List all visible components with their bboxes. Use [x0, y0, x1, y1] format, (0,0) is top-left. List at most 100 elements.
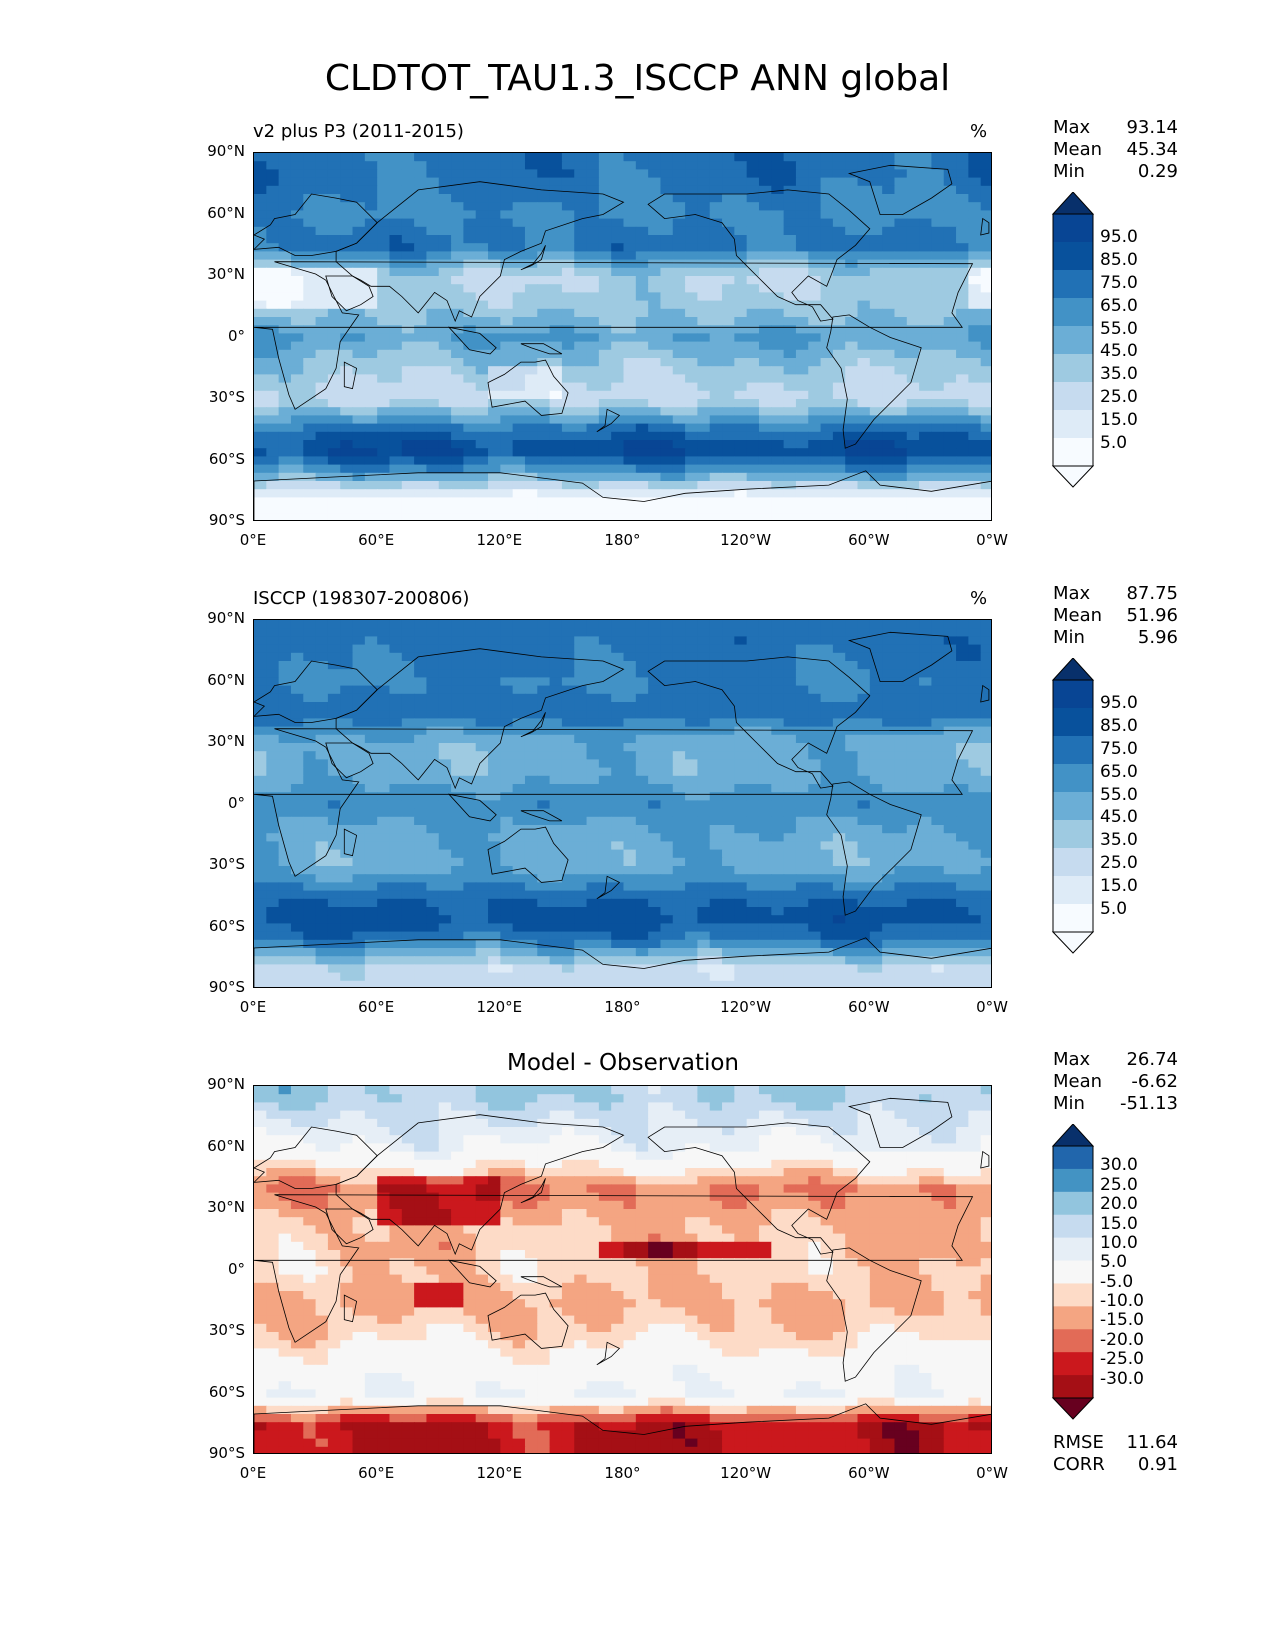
heatmap-cell	[931, 669, 945, 678]
heatmap-cell	[463, 284, 477, 293]
heatmap-cell	[919, 636, 933, 646]
heatmap-cell	[574, 874, 588, 883]
heatmap-cell	[611, 431, 625, 441]
heatmap-cell	[635, 284, 649, 293]
heatmap-cell	[451, 734, 464, 744]
heatmap-cell	[648, 816, 662, 826]
heatmap-cell	[980, 620, 991, 629]
heatmap-cell	[500, 177, 514, 187]
heatmap-cell	[364, 218, 378, 228]
heatmap-cell	[438, 374, 452, 384]
heatmap-cell	[488, 882, 501, 892]
heatmap-cell	[586, 808, 600, 818]
heatmap-cell	[463, 726, 477, 736]
heatmap-cell	[894, 792, 908, 801]
heatmap-cell	[488, 775, 501, 785]
heatmap-cell	[561, 374, 575, 384]
heatmap-cell	[303, 833, 317, 842]
heatmap-cell	[697, 628, 711, 637]
heatmap-cell	[771, 464, 785, 474]
heatmap-cell	[968, 292, 982, 302]
heatmap-cell	[586, 669, 600, 678]
heatmap-cell	[414, 693, 428, 703]
heatmap-cell	[857, 300, 871, 310]
heatmap-cell	[808, 866, 822, 875]
heatmap-cell	[956, 800, 969, 810]
heatmap-cell	[980, 866, 991, 875]
heatmap-cell	[795, 423, 809, 433]
heatmap-cell	[426, 349, 440, 359]
heatmap-cell	[488, 497, 501, 507]
heatmap-cell	[956, 267, 969, 277]
heatmap-cell	[475, 407, 489, 416]
heatmap-cell	[426, 620, 440, 629]
heatmap-cell	[919, 317, 933, 326]
heatmap-cell	[845, 915, 859, 924]
heatmap-cell	[832, 194, 846, 203]
heatmap-cell	[340, 628, 354, 637]
heatmap-cell	[820, 366, 834, 375]
heatmap-cell	[857, 710, 871, 719]
heatmap-cell	[783, 661, 797, 670]
heatmap-cell	[931, 792, 945, 801]
heatmap-cell	[746, 325, 760, 334]
heatmap-cell	[438, 226, 452, 236]
heatmap-cell	[845, 243, 859, 252]
heatmap-cell	[943, 841, 957, 851]
heatmap-cell	[598, 874, 612, 883]
heatmap-cell	[488, 792, 501, 801]
heatmap-cell	[685, 685, 698, 695]
heatmap-cell	[931, 652, 945, 662]
heatmap-cell	[512, 784, 526, 793]
heatmap-cell	[414, 399, 428, 408]
heatmap-cell	[537, 481, 551, 490]
heatmap-cell	[451, 636, 464, 646]
heatmap-cell	[266, 825, 280, 834]
heatmap-cell	[931, 677, 945, 687]
heatmap-cell	[980, 161, 991, 170]
heatmap-cell	[672, 382, 686, 392]
heatmap-cell	[463, 210, 477, 220]
heatmap-cell	[734, 358, 748, 367]
heatmap-cell	[832, 669, 846, 678]
heatmap-cell	[414, 800, 428, 810]
heatmap-cell	[611, 759, 625, 769]
heatmap-cell	[598, 243, 612, 252]
heatmap-cell	[771, 775, 785, 785]
heatmap-cell	[832, 169, 846, 179]
heatmap-cell	[475, 464, 489, 474]
heatmap-cell	[512, 751, 526, 760]
heatmap-cell	[266, 685, 280, 695]
heatmap-cell	[598, 177, 612, 187]
heatmap-cell	[598, 661, 612, 670]
heatmap-cell	[746, 775, 760, 785]
heatmap-cell	[919, 792, 933, 801]
heatmap-cell	[746, 251, 760, 261]
heatmap-cell	[857, 923, 871, 933]
heatmap-cell	[931, 169, 945, 179]
heatmap-cell	[512, 923, 526, 933]
heatmap-cell	[623, 898, 637, 908]
heatmap-cell	[906, 464, 920, 474]
heatmap-cell	[426, 259, 440, 269]
heatmap-cell	[869, 308, 883, 318]
heatmap-cell	[278, 841, 292, 851]
heatmap-cell	[290, 382, 304, 392]
heatmap-cell	[832, 431, 846, 441]
coastline	[847, 164, 953, 215]
heatmap-cell	[611, 325, 625, 334]
heatmap-cell	[857, 153, 871, 162]
heatmap-cell	[758, 849, 772, 859]
heatmap-cell	[820, 489, 834, 498]
heatmap-cell	[549, 243, 563, 252]
heatmap-cell	[709, 333, 723, 343]
heatmap-cell	[401, 407, 415, 416]
heatmap-cell	[894, 464, 908, 474]
heatmap-cell	[451, 489, 464, 498]
heatmap-cell	[561, 759, 575, 769]
heatmap-cell	[771, 210, 785, 220]
heatmap-cell	[783, 669, 797, 678]
heatmap-cell	[611, 874, 625, 883]
heatmap-cell	[857, 317, 871, 326]
heatmap-cell	[586, 784, 600, 793]
